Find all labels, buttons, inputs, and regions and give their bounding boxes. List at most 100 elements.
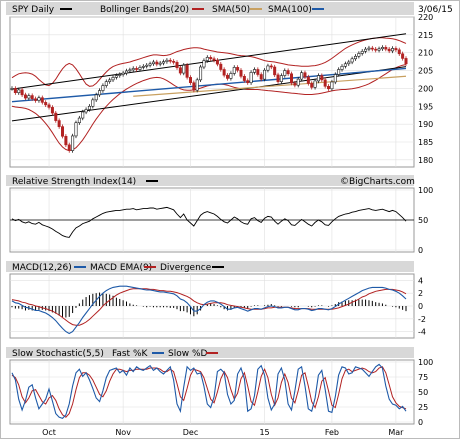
rsi-lines: [11, 206, 407, 238]
price-bar-body: [380, 47, 384, 50]
price-tick-label: 215: [418, 31, 433, 40]
price-bar-body: [30, 95, 34, 100]
price-bar-body: [118, 74, 122, 76]
price-header-bar: [6, 2, 414, 15]
price-bar-body: [350, 58, 354, 63]
x-axis-labels: Oct Nov Dec 15 Feb Mar: [42, 428, 404, 437]
price-bar-body: [212, 58, 216, 61]
price-bar-body: [391, 48, 395, 52]
price-bar-body: [246, 80, 250, 84]
price-bar-body: [377, 48, 381, 51]
price-bar-body: [313, 80, 317, 88]
price-bar-body: [263, 69, 267, 80]
price-title: SPY Daily: [12, 5, 55, 15]
sma50-line: [133, 75, 407, 97]
price-bar-body: [340, 65, 344, 70]
rsi-line: [11, 206, 407, 238]
price-bar-body: [81, 111, 85, 119]
price-bar-body: [266, 65, 270, 71]
price-legend-sma100: SMA(100): [268, 5, 312, 15]
rsi-tick-label: 0: [418, 246, 423, 255]
price-tick-label: 210: [418, 49, 433, 58]
bollinger-upper-band: [11, 37, 407, 87]
price-bar-body: [91, 99, 95, 107]
price-bar-body: [387, 48, 391, 52]
price-bar-body: [64, 135, 68, 146]
price-bar-body: [320, 75, 324, 81]
price-bar-body: [192, 82, 196, 91]
price-bar-body: [128, 69, 132, 72]
price-lines: [11, 33, 407, 152]
stochastic-tick-label: 50: [418, 388, 428, 397]
price-bar-body: [209, 57, 213, 60]
stochastic-tick-label: 0: [418, 418, 423, 427]
rsi-tick-label: 100: [418, 186, 433, 195]
price-tick-label: 200: [418, 84, 433, 93]
price-bar-body: [394, 48, 398, 51]
price-bar-body: [205, 57, 209, 61]
price-bar-body: [145, 64, 149, 67]
x-axis-label: Nov: [115, 428, 131, 437]
sma100-line: [11, 67, 407, 103]
price-bar-body: [249, 72, 253, 84]
macd-legend-macd: MACD(12,26): [12, 263, 72, 273]
price-bar-body: [23, 94, 27, 99]
price-bar-body: [242, 75, 246, 81]
price-bar-body: [13, 88, 17, 94]
price-bar-body: [104, 81, 108, 86]
price-bar-body: [310, 83, 314, 88]
price-bar-body: [178, 67, 182, 74]
price-bar-body: [222, 69, 226, 76]
stochastic-grid: [10, 360, 414, 424]
price-bar-body: [239, 69, 243, 77]
x-axis-label: Mar: [388, 428, 404, 437]
price-bar-body: [182, 64, 186, 74]
price-bar-body: [229, 73, 233, 79]
price-bar-body: [300, 72, 304, 80]
price-bar-body: [131, 68, 135, 71]
macd-legend-divergence: Divergence: [160, 263, 212, 273]
price-y-axis: 180 185 190 195 200 205 210 215 220: [418, 13, 433, 165]
price-bar-body: [236, 67, 240, 71]
price-bar-body: [397, 49, 401, 55]
price-bar-body: [141, 65, 145, 68]
price-bar-body: [121, 72, 125, 75]
price-tick-label: 185: [418, 138, 433, 147]
macd-tick-label: -2: [418, 315, 426, 324]
price-bar-body: [195, 79, 199, 91]
price-bar-body: [135, 68, 139, 70]
price-bar-body: [175, 62, 179, 69]
price-bar-body: [17, 89, 21, 94]
price-bar-body: [71, 135, 75, 151]
price-bar-body: [87, 105, 91, 110]
price-bar-body: [269, 65, 273, 68]
price-bar-body: [20, 89, 24, 96]
price-bar-body: [232, 67, 236, 74]
price-bar-body: [162, 61, 166, 64]
price-bar-body: [50, 107, 54, 114]
price-bar-body: [286, 70, 290, 75]
price-bar-body: [279, 75, 283, 82]
lower-channel-line: [11, 66, 407, 122]
price-bar-body: [316, 75, 320, 82]
price-bar-body: [306, 76, 310, 84]
price-bar-body: [44, 102, 48, 106]
price-bar-body: [215, 59, 219, 65]
price-bar-body: [202, 60, 206, 68]
price-bars: [10, 45, 408, 153]
price-legend-sma50: SMA(50): [212, 5, 250, 15]
price-bar-body: [327, 85, 331, 90]
stochastic-panel: Slow Stochastic(5,5) Fast %K Slow %D 0 25…: [6, 347, 433, 437]
price-bar-body: [34, 98, 38, 101]
macd-panel: MACD(12,26) MACD EMA(9) Divergence -4 -2 0…: [6, 261, 426, 339]
price-plot-area: [9, 16, 415, 168]
rsi-title: Relative Strength Index(14): [12, 177, 136, 187]
macd-tick-label: -4: [418, 328, 426, 337]
price-bar-body: [226, 74, 230, 79]
macd-header-bar: [6, 261, 414, 272]
macd-tick-label: 0: [418, 302, 423, 311]
upper-channel-line: [11, 33, 407, 90]
price-bar-body: [256, 69, 260, 75]
macd-lines: [11, 285, 407, 335]
price-bar-body: [47, 104, 51, 108]
